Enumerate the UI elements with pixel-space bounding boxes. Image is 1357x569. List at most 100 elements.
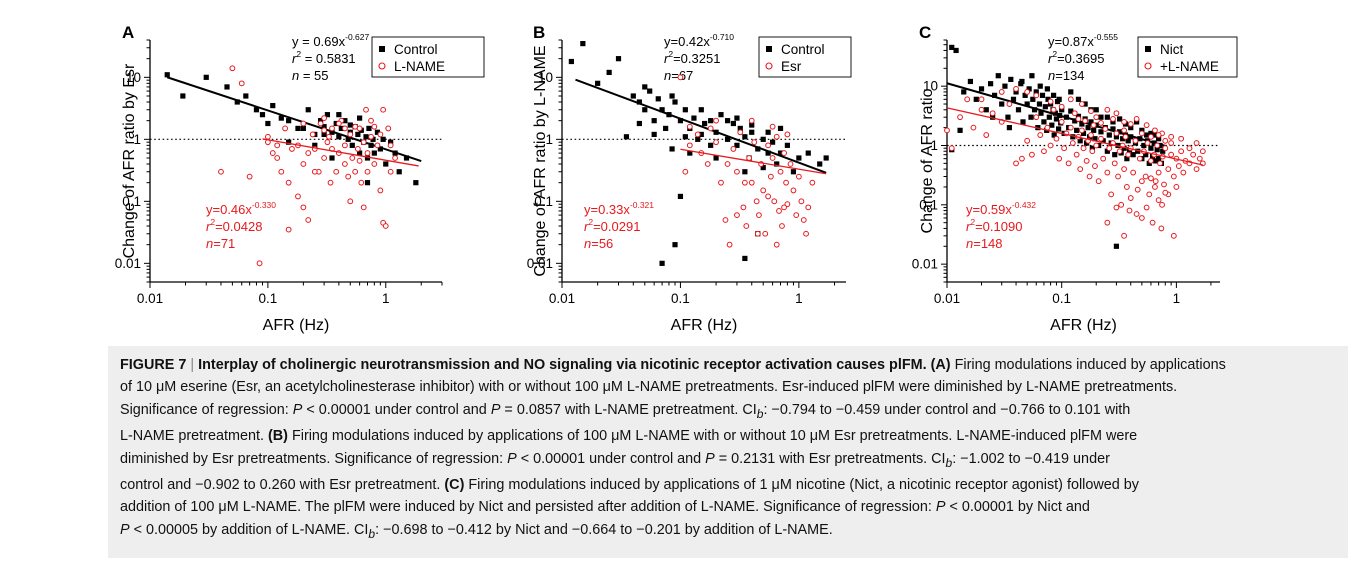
data-point xyxy=(357,115,363,121)
regression-equation: y=0.33x-0.321 xyxy=(584,200,654,217)
data-point xyxy=(793,212,800,218)
data-point xyxy=(636,99,642,105)
data-point xyxy=(1104,169,1111,176)
data-point xyxy=(796,155,802,161)
data-point xyxy=(1106,145,1113,152)
data-point xyxy=(370,136,376,142)
r-squared: r2=0.0291 xyxy=(584,217,640,234)
data-point xyxy=(364,180,371,186)
data-point xyxy=(989,110,996,117)
data-point xyxy=(713,155,719,161)
data-point xyxy=(1133,211,1140,217)
data-point xyxy=(746,155,753,161)
data-point xyxy=(771,198,778,205)
data-point xyxy=(295,125,301,132)
data-point xyxy=(282,125,289,132)
data-point xyxy=(1149,219,1156,226)
data-point xyxy=(286,139,292,145)
data-point xyxy=(695,136,701,142)
data-point xyxy=(1104,114,1110,120)
legend-entry: L-NAME xyxy=(394,59,445,74)
data-point xyxy=(403,155,410,161)
data-point xyxy=(285,179,292,186)
data-point xyxy=(983,107,989,113)
caption-text: Firing modulations induced by applicatio… xyxy=(950,357,1226,373)
data-point xyxy=(606,69,612,76)
regression-line xyxy=(680,148,827,175)
data-point xyxy=(256,260,263,267)
data-point xyxy=(1152,184,1158,190)
data-point xyxy=(300,125,306,132)
data-point xyxy=(385,125,392,132)
data-point xyxy=(765,193,772,200)
data-point xyxy=(269,150,276,156)
legend: Control Esr xyxy=(758,36,852,78)
data-point xyxy=(751,139,758,146)
data-point xyxy=(948,145,955,152)
data-point xyxy=(388,139,394,145)
data-point xyxy=(957,114,963,121)
figure-7-charts: 0.01 0.1 1 0.01 0.1 1 10 AFR (Hz) Change of AFR … xyxy=(115,23,1238,334)
legend: Nict +L-NAME xyxy=(1137,36,1238,78)
data-point xyxy=(1128,125,1134,131)
data-point xyxy=(1104,219,1111,226)
data-point xyxy=(1157,160,1163,167)
data-point xyxy=(777,150,784,156)
data-point xyxy=(371,161,378,167)
caption-text: : −1.002 to −0.419 under xyxy=(952,450,1110,467)
data-point xyxy=(687,150,693,156)
data-point xyxy=(1088,132,1094,138)
data-point xyxy=(805,150,811,156)
data-point xyxy=(1098,120,1104,126)
data-point xyxy=(798,198,805,205)
data-point xyxy=(964,96,971,103)
data-point xyxy=(321,115,328,122)
data-point xyxy=(1148,130,1154,136)
data-point xyxy=(767,173,774,180)
data-point xyxy=(1178,135,1185,142)
data-point xyxy=(1127,121,1134,127)
x-axis-title: AFR (Hz) xyxy=(671,317,738,334)
data-point xyxy=(1092,163,1098,169)
data-point xyxy=(698,107,704,113)
data-point xyxy=(1155,132,1162,138)
regression-equation: y=0.46x-0.330 xyxy=(206,200,276,217)
data-point xyxy=(1141,142,1147,149)
data-point xyxy=(1024,101,1030,107)
data-point xyxy=(737,129,744,136)
data-point xyxy=(1168,151,1175,158)
data-point xyxy=(677,118,684,124)
data-point xyxy=(253,107,260,113)
data-point xyxy=(1029,73,1035,79)
data-point xyxy=(278,115,284,121)
data-point xyxy=(995,73,1001,79)
data-point xyxy=(1056,96,1062,102)
r-squared: r2=0.3695 xyxy=(1048,49,1104,66)
data-point xyxy=(1175,163,1182,169)
data-point xyxy=(1077,166,1084,172)
data-point xyxy=(1155,169,1162,176)
data-point xyxy=(1113,110,1120,117)
data-point xyxy=(360,204,367,211)
data-point xyxy=(1036,101,1043,107)
x-tick-label: 1 xyxy=(382,291,390,306)
data-point xyxy=(342,118,348,124)
data-point xyxy=(356,157,363,164)
data-point xyxy=(1037,132,1044,138)
data-point xyxy=(1113,243,1120,249)
data-point xyxy=(1024,137,1031,144)
data-point xyxy=(1173,184,1180,190)
y-tick-label: 0.01 xyxy=(527,256,553,271)
data-point xyxy=(754,230,761,237)
data-point xyxy=(364,150,371,156)
data-point xyxy=(1013,85,1019,92)
data-point xyxy=(1102,126,1109,132)
data-point xyxy=(1121,232,1127,239)
data-point xyxy=(730,120,736,127)
r-squared: r2 = 0.5831 xyxy=(292,49,356,66)
data-point xyxy=(1083,157,1090,164)
